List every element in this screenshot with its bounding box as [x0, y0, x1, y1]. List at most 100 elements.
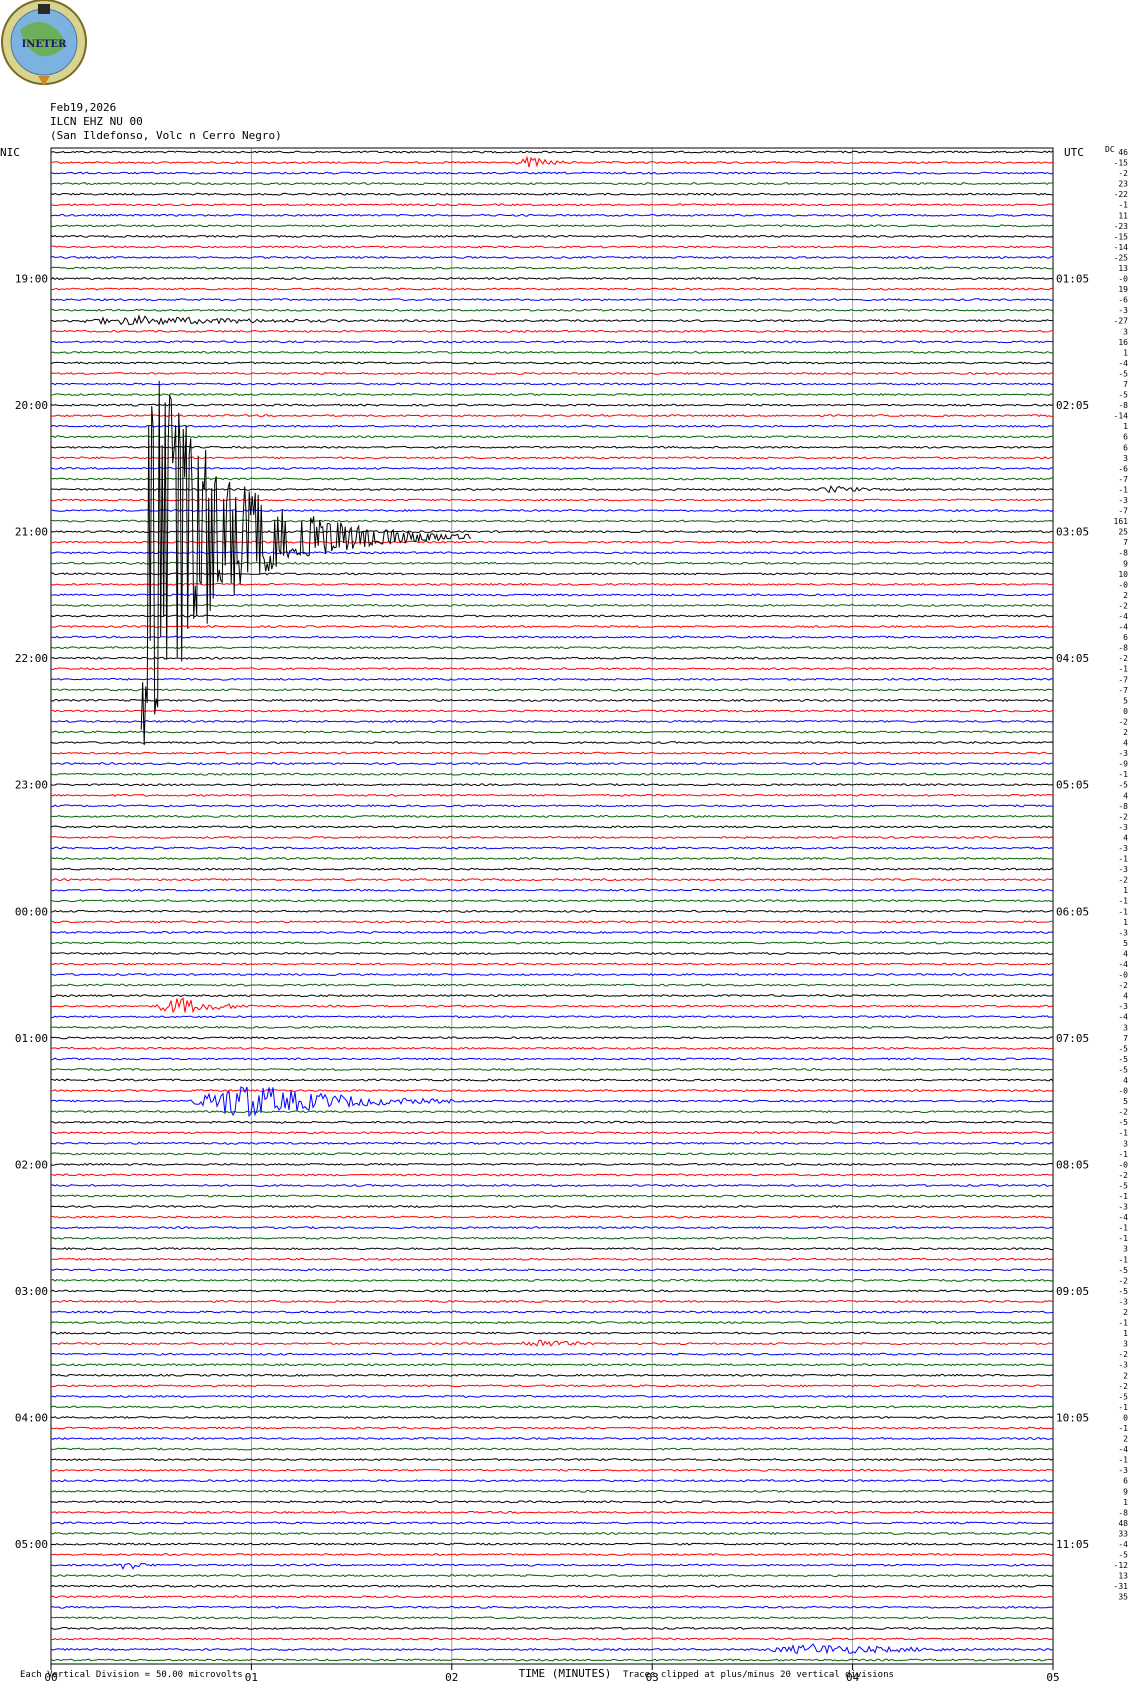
channel-label: ILCN EHZ NU 00 — [50, 115, 143, 128]
dc-offset-label: -1 — [1118, 1234, 1128, 1243]
trace-line — [50, 1637, 1054, 1641]
trace-line — [50, 498, 1054, 502]
trace-line — [50, 1268, 1054, 1272]
trace-line — [50, 1468, 1054, 1472]
trace-line — [50, 540, 1054, 544]
dc-offset-label: -1 — [1118, 855, 1128, 864]
dc-offset-label: -2 — [1118, 981, 1128, 990]
trace-line — [50, 646, 1054, 650]
dc-offset-label: -5 — [1118, 1182, 1128, 1191]
trace-line — [50, 485, 1054, 494]
dc-offset-label: 0 — [1123, 1414, 1128, 1423]
dc-offset-label: -8 — [1118, 549, 1128, 558]
trace-line — [50, 1339, 1054, 1347]
dc-offset-label: -1 — [1118, 1403, 1128, 1412]
trace-line — [50, 899, 1054, 903]
dc-offset-label: -3 — [1118, 306, 1128, 315]
trace-line — [50, 1162, 1054, 1166]
trace-line — [50, 1086, 1054, 1118]
trace-line — [50, 909, 1054, 913]
dc-offset-label: -0 — [1118, 275, 1128, 284]
dc-offset-label: -7 — [1118, 686, 1128, 695]
dc-offset-label: 16 — [1118, 338, 1128, 347]
trace-line — [50, 414, 1053, 418]
dc-offset-label: -5 — [1118, 1044, 1128, 1053]
trace-line — [50, 1553, 1054, 1557]
trace-line — [50, 530, 1054, 534]
dc-offset-label: -25 — [1114, 254, 1129, 263]
dc-offset-label: -2 — [1118, 169, 1128, 178]
dc-offset-label: -0 — [1118, 1160, 1128, 1169]
dc-offset-label: -4 — [1118, 623, 1128, 632]
trace-line — [50, 1373, 1054, 1377]
dc-offset-label: 2 — [1123, 1308, 1128, 1317]
trace-line — [50, 277, 1054, 281]
dc-offset-label: -9 — [1118, 760, 1128, 769]
trace-line — [50, 856, 1054, 861]
date-label: Feb19,2026 — [50, 101, 116, 114]
trace-line — [50, 171, 1054, 175]
trace-line — [50, 1437, 1054, 1441]
trace-line — [50, 688, 1054, 692]
left-hour-label: 03:00 — [15, 1285, 48, 1298]
trace-line — [50, 1542, 1054, 1546]
left-hour-label: 20:00 — [15, 399, 48, 412]
trace-line — [50, 1426, 1054, 1430]
dc-offset-label: -3 — [1118, 1466, 1128, 1475]
dc-offset-label: 46 — [1118, 148, 1128, 157]
trace-line — [50, 561, 1054, 565]
trace-line — [50, 298, 1054, 302]
trace-line — [51, 1489, 1054, 1493]
dc-offset-label: -4 — [1118, 359, 1128, 368]
dc-offset-label: 1 — [1123, 918, 1128, 927]
right-hour-label: 05:05 — [1056, 779, 1089, 792]
dc-offset-label: 7 — [1123, 380, 1128, 389]
trace-line — [50, 1120, 1054, 1124]
clip-note: Traces clipped at plus/minus 20 vertical… — [623, 1670, 894, 1680]
trace-line — [50, 519, 1054, 523]
division-label: Each Vertical Division = — [20, 1670, 151, 1680]
trace-line — [50, 340, 1054, 344]
dc-offset-label: -5 — [1118, 781, 1128, 790]
trace-line — [50, 1173, 1054, 1177]
trace-line — [50, 741, 1054, 745]
trace-line — [50, 203, 1054, 207]
right-hour-label: 06:05 — [1056, 905, 1089, 918]
right-hour-label: 11:05 — [1056, 1538, 1089, 1551]
right-hour-labels: 01:05 02:05 03:05 04:05 05:05 06:05 07:05 08:05… — [1056, 273, 1089, 1552]
dc-offset-label: 3 — [1123, 454, 1128, 463]
trace-line — [50, 846, 1054, 850]
trace-line — [50, 1183, 1054, 1187]
trace-line — [50, 920, 1054, 924]
trace-line — [50, 1257, 1054, 1261]
trace-line — [50, 677, 1054, 681]
right-hour-label: 02:05 — [1056, 399, 1089, 412]
trace-line — [50, 213, 1054, 217]
trace-line — [50, 1458, 1054, 1462]
dc-offset-label: 161 — [1114, 517, 1129, 526]
dc-offset-label: -3 — [1118, 928, 1128, 937]
trace-line — [50, 667, 1054, 671]
trace-line — [50, 1046, 1053, 1050]
dc-offset-label: -5 — [1118, 1551, 1128, 1560]
trace-line — [50, 224, 1054, 228]
dc-offset-label: -3 — [1118, 823, 1128, 832]
dc-offset-label: -3 — [1118, 1298, 1128, 1307]
dc-offset-label: -6 — [1118, 464, 1128, 473]
dc-offset-label: 19 — [1118, 285, 1128, 294]
trace-line — [50, 1394, 1054, 1398]
trace-line — [51, 1574, 1054, 1578]
dc-offset-label: -22 — [1114, 190, 1129, 199]
trace-line — [50, 192, 1054, 196]
left-hour-label: 04:00 — [15, 1412, 48, 1425]
trace-line — [50, 1643, 1054, 1655]
trace-line — [50, 867, 1054, 871]
dc-offset-label: 9 — [1123, 559, 1128, 568]
x-tick-label: 02 — [445, 1671, 458, 1684]
trace-line — [50, 1616, 1054, 1620]
trace-line — [50, 1278, 1054, 1282]
dc-offset-label: -3 — [1118, 1361, 1128, 1370]
trace-line — [50, 456, 1054, 460]
trace-line — [50, 329, 1054, 333]
